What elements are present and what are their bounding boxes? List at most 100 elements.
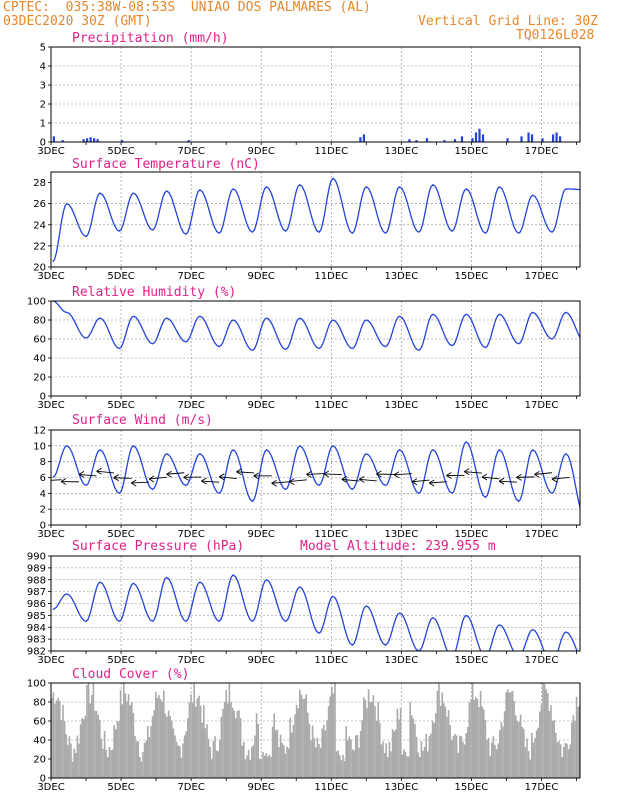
cloud-bar bbox=[55, 700, 58, 778]
cloud-bar bbox=[465, 733, 467, 778]
cloud-bar bbox=[143, 743, 146, 778]
cloud-bar bbox=[350, 739, 352, 778]
cloud-bar bbox=[100, 738, 103, 778]
cloud-bar bbox=[489, 755, 491, 778]
cloud-bar bbox=[177, 745, 179, 778]
y-tick-label: 12 bbox=[33, 426, 46, 437]
cloud-bar bbox=[347, 740, 349, 778]
cloud-bar bbox=[505, 692, 507, 778]
cloud-bar bbox=[459, 735, 461, 778]
cloud-bar bbox=[339, 755, 341, 778]
panel-title: Surface Pressure (hPa) bbox=[72, 539, 244, 554]
series-line bbox=[52, 440, 580, 511]
wind-arrowhead bbox=[428, 479, 435, 487]
precip-bar bbox=[96, 139, 99, 142]
series-line bbox=[52, 301, 580, 352]
header-left-line1: CPTEC: 035:38W-08:53S UNIAO DOS PALMARES… bbox=[3, 0, 371, 15]
cloud-bar bbox=[271, 726, 274, 778]
x-tick-label: 11DEC bbox=[314, 529, 348, 540]
wind-vector bbox=[341, 478, 360, 482]
cloud-bar bbox=[59, 701, 61, 778]
wind-arrowhead bbox=[498, 477, 505, 485]
precip-bar bbox=[61, 140, 64, 142]
cloud-bar bbox=[215, 750, 218, 778]
cloud-bar bbox=[404, 751, 407, 778]
y-tick-label: 985 bbox=[27, 611, 46, 622]
cloud-bar bbox=[571, 722, 573, 778]
cloud-bar bbox=[268, 754, 271, 778]
cloud-bar bbox=[300, 694, 303, 778]
x-tick-label: 15DEC bbox=[455, 146, 489, 157]
cloud-bar bbox=[526, 738, 528, 778]
cloud-bar bbox=[363, 697, 365, 778]
cloud-bar bbox=[556, 742, 559, 778]
cloud-bar bbox=[406, 756, 408, 778]
cloud-bar bbox=[273, 713, 275, 778]
panel-frame bbox=[50, 300, 581, 397]
cloud-bar bbox=[390, 751, 392, 778]
cloud-bar bbox=[179, 746, 181, 778]
cloud-bar bbox=[219, 740, 221, 778]
precip-bar bbox=[121, 140, 124, 142]
cloud-bar bbox=[289, 718, 291, 778]
cloud-bar bbox=[436, 690, 439, 778]
precip-bar bbox=[425, 138, 429, 142]
cloud-bar bbox=[462, 742, 464, 778]
cloud-bar bbox=[174, 735, 176, 778]
cloud-bar bbox=[260, 758, 263, 778]
wind-arrowhead bbox=[376, 470, 382, 478]
cloud-bar bbox=[249, 759, 251, 778]
cloud-bar bbox=[230, 702, 232, 778]
cloud-bar bbox=[351, 749, 354, 778]
cloud-bar bbox=[87, 683, 90, 778]
precip-bar bbox=[478, 128, 481, 142]
cloud-bar bbox=[262, 752, 264, 778]
cloud-bar bbox=[294, 714, 296, 778]
x-tick-label: 3DEC bbox=[37, 782, 64, 793]
cloud-bar bbox=[548, 711, 551, 778]
cloud-bar bbox=[63, 721, 66, 778]
wind-arrowhead bbox=[253, 472, 259, 480]
wind-arrowhead bbox=[393, 471, 400, 479]
cloud-bar bbox=[510, 691, 512, 778]
cloud-bar bbox=[342, 754, 344, 778]
cloud-bar bbox=[281, 743, 283, 778]
cloud-bar bbox=[366, 708, 368, 778]
cloud-bar bbox=[167, 710, 170, 778]
y-tick-label: 6 bbox=[40, 473, 46, 484]
wind-vector bbox=[411, 479, 430, 483]
cloud-bar bbox=[71, 761, 74, 778]
cloud-bar bbox=[361, 720, 363, 778]
cloud-bar bbox=[137, 741, 139, 778]
cloud-bar bbox=[102, 748, 104, 778]
y-tick-label: 8 bbox=[40, 457, 46, 468]
cloud-bar bbox=[259, 759, 261, 778]
cloud-bar bbox=[311, 725, 314, 778]
cloud-bar bbox=[535, 730, 538, 778]
wind-arrowhead bbox=[306, 471, 312, 478]
cloud-bar bbox=[238, 710, 240, 778]
cloud-bar bbox=[433, 722, 435, 778]
precip-bar bbox=[558, 136, 562, 142]
wind-arrowhead bbox=[183, 473, 189, 481]
cloud-bar bbox=[382, 741, 384, 778]
cloud-bar bbox=[212, 741, 215, 778]
cloud-bar bbox=[411, 715, 413, 778]
cloud-bar bbox=[431, 720, 434, 778]
cloud-bar bbox=[467, 727, 469, 778]
x-tick-label: 3DEC bbox=[37, 655, 64, 666]
cloud-bar bbox=[151, 716, 154, 778]
cloud-bar bbox=[414, 723, 416, 778]
cloud-bar bbox=[209, 746, 211, 778]
panel-title: Surface Temperature (nC) bbox=[72, 157, 260, 172]
cloud-bar bbox=[423, 747, 426, 778]
cloud-bar bbox=[569, 744, 571, 778]
cloud-bar bbox=[499, 730, 501, 778]
cloud-bar bbox=[527, 751, 530, 778]
cloud-bar bbox=[484, 719, 487, 778]
cloud-bar bbox=[564, 742, 567, 778]
cloud-bar bbox=[105, 749, 107, 778]
wind-arrowhead bbox=[236, 468, 242, 476]
